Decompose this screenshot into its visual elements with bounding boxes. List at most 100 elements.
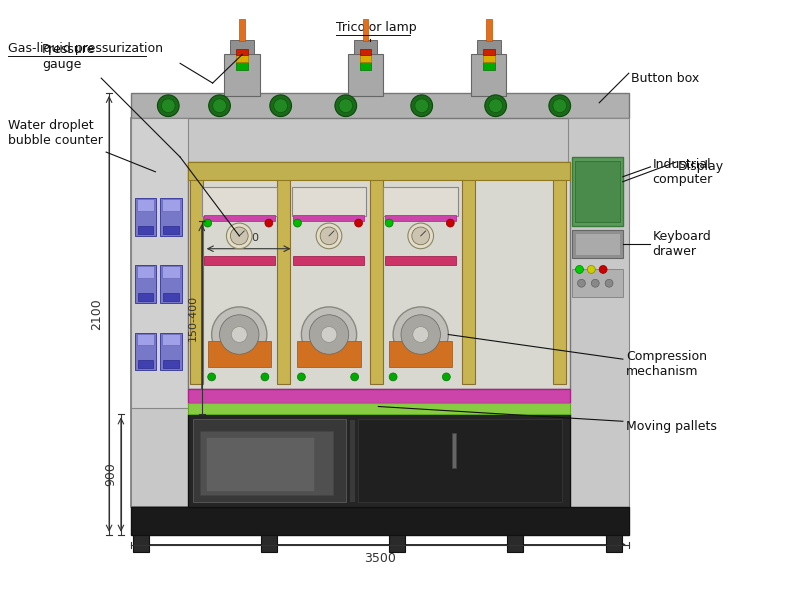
Bar (483, 49, 494, 55)
Bar (606, 535, 622, 553)
Text: Display: Display (678, 160, 724, 173)
Circle shape (204, 219, 212, 227)
Circle shape (599, 265, 607, 274)
Circle shape (408, 223, 434, 249)
Circle shape (270, 95, 291, 116)
Bar (134, 265, 157, 303)
Bar (188, 162, 570, 179)
Circle shape (294, 219, 302, 227)
Bar (277, 167, 290, 384)
Circle shape (261, 373, 269, 381)
Bar (138, 293, 154, 301)
Bar (130, 507, 629, 535)
Circle shape (575, 265, 583, 274)
Bar (162, 199, 180, 211)
Bar (362, 19, 369, 41)
Circle shape (442, 373, 450, 381)
Bar (386, 256, 456, 265)
Bar (188, 403, 570, 415)
Bar (261, 535, 277, 553)
Text: Water droplet
bubble counter: Water droplet bubble counter (7, 119, 102, 147)
Bar (236, 49, 248, 55)
Bar (208, 341, 271, 367)
Bar (200, 431, 333, 495)
Circle shape (587, 265, 595, 274)
Bar (294, 256, 365, 265)
Text: 150-400: 150-400 (188, 295, 198, 341)
Bar (236, 62, 248, 70)
Circle shape (354, 219, 362, 227)
Bar (349, 419, 354, 502)
Text: Tricolor lamp: Tricolor lamp (336, 21, 417, 34)
Circle shape (489, 99, 502, 113)
Circle shape (411, 95, 433, 116)
Bar (574, 233, 620, 254)
Bar (206, 437, 314, 491)
Bar (137, 334, 154, 346)
Circle shape (339, 99, 353, 113)
Bar (137, 199, 154, 211)
Circle shape (226, 223, 252, 249)
Circle shape (389, 373, 397, 381)
Circle shape (219, 315, 259, 354)
Bar (134, 332, 157, 370)
Bar (193, 419, 346, 502)
Bar (348, 55, 383, 96)
Bar (471, 55, 506, 96)
Bar (162, 266, 180, 278)
Bar (568, 118, 629, 507)
Text: 900: 900 (104, 463, 117, 487)
Bar (483, 62, 494, 70)
Circle shape (485, 95, 506, 116)
Bar (553, 167, 566, 384)
Bar (134, 199, 157, 236)
Bar (160, 332, 182, 370)
Circle shape (230, 227, 248, 245)
Bar (389, 341, 452, 367)
Circle shape (162, 99, 175, 113)
Text: Gas-liquid pressurization: Gas-liquid pressurization (7, 43, 162, 55)
Circle shape (302, 307, 357, 362)
Bar (359, 49, 371, 55)
Circle shape (401, 315, 441, 354)
Bar (133, 535, 149, 553)
Text: Compression
mechanism: Compression mechanism (626, 350, 707, 378)
Bar (138, 226, 154, 234)
Bar (163, 226, 179, 234)
Circle shape (213, 99, 226, 113)
Circle shape (310, 315, 349, 354)
Bar (162, 334, 180, 346)
Circle shape (321, 326, 337, 343)
Bar (230, 40, 254, 55)
Circle shape (413, 326, 429, 343)
Bar (138, 360, 154, 368)
Bar (204, 256, 274, 265)
Bar (486, 19, 492, 41)
Text: 3500: 3500 (364, 553, 396, 565)
Circle shape (393, 307, 448, 362)
Bar (291, 187, 366, 216)
Circle shape (209, 95, 230, 116)
Bar (383, 187, 458, 216)
Bar (204, 215, 274, 221)
Circle shape (316, 223, 342, 249)
Circle shape (553, 99, 566, 113)
Text: Moving pallets: Moving pallets (626, 420, 717, 433)
Circle shape (446, 219, 454, 227)
Bar (571, 269, 623, 297)
Circle shape (549, 95, 570, 116)
Circle shape (414, 99, 429, 113)
Bar (483, 55, 494, 62)
Circle shape (208, 373, 215, 381)
Circle shape (578, 279, 586, 287)
Circle shape (386, 219, 393, 227)
Bar (294, 215, 365, 221)
Bar (163, 293, 179, 301)
Bar (477, 40, 501, 55)
Text: Keyboard
drawer: Keyboard drawer (653, 230, 711, 258)
Bar (190, 167, 202, 384)
Bar (571, 157, 623, 226)
Bar (571, 230, 623, 257)
Circle shape (412, 227, 430, 245)
Circle shape (265, 219, 273, 227)
